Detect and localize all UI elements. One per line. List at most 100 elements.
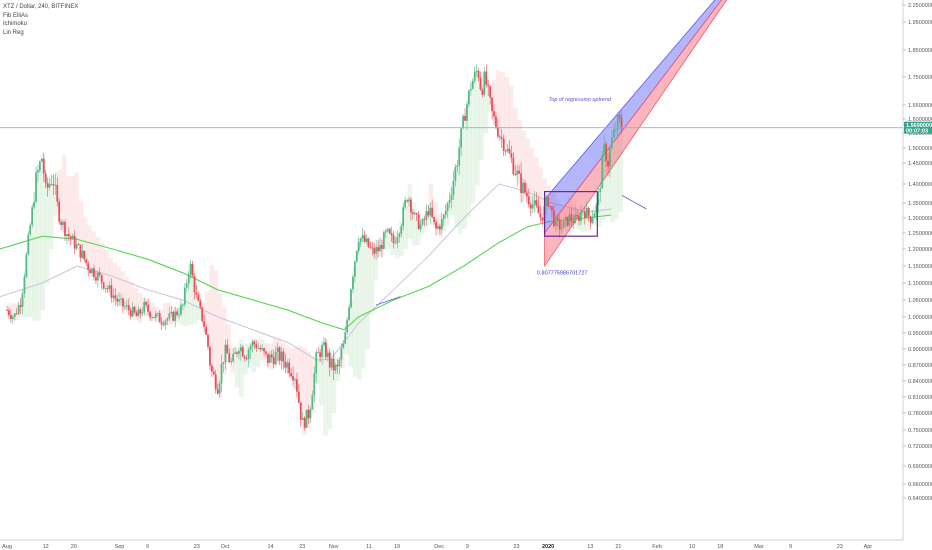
candle-body xyxy=(172,311,175,321)
cloud-segment xyxy=(597,199,602,227)
indicator-fib[interactable]: Fib ElliAs xyxy=(3,12,29,19)
candle-body xyxy=(524,182,526,193)
price-tick-label: 1.10000000 xyxy=(908,281,932,287)
candle-body xyxy=(139,309,142,314)
candle-body xyxy=(183,287,186,305)
candle-body xyxy=(95,277,97,281)
candle-body xyxy=(263,348,265,352)
candle-body xyxy=(311,395,314,410)
cloud-segment xyxy=(428,184,434,215)
candle-body xyxy=(508,148,511,154)
cloud-segment xyxy=(213,270,219,388)
candle-body xyxy=(296,379,298,392)
cloud-segment xyxy=(399,221,404,257)
cloud-segment xyxy=(437,213,442,235)
candle-body xyxy=(195,292,198,295)
candle-body xyxy=(199,300,202,308)
price-axis: 2.25000000 1.95000000 1.85000000 1.75000000… xyxy=(903,3,932,502)
candle-body xyxy=(197,294,200,301)
price-tick-label: 1.05000000 xyxy=(908,298,932,304)
candle-body xyxy=(201,307,204,322)
candle-body xyxy=(394,242,397,244)
candle-body xyxy=(149,311,151,318)
cloud-segment xyxy=(618,113,623,212)
cloud-segment xyxy=(91,231,96,277)
candle-body xyxy=(375,247,378,254)
candle-body xyxy=(218,383,221,394)
indicator-ichimoku[interactable]: Ichimoku xyxy=(3,21,28,27)
cloud-segment xyxy=(331,355,337,413)
candle-body xyxy=(458,147,461,166)
price-tick-label: 1.95000000 xyxy=(908,20,932,26)
candle-body xyxy=(437,226,439,229)
candle-body xyxy=(504,150,507,152)
candle-body xyxy=(301,417,304,420)
cloud-segment xyxy=(580,207,585,232)
candle-body xyxy=(193,276,196,293)
candle-body xyxy=(205,326,207,335)
candle-body xyxy=(125,305,128,307)
candle-body xyxy=(9,315,12,319)
candle-body xyxy=(433,217,436,222)
candle-body xyxy=(38,161,41,171)
candle-body xyxy=(305,409,308,428)
cloud-segment xyxy=(116,266,122,307)
indicator-linreg[interactable]: Lin Reg xyxy=(3,29,24,36)
candle-body xyxy=(321,344,323,358)
candle-body xyxy=(498,136,501,138)
candle-body xyxy=(450,195,453,200)
candle-body xyxy=(379,245,381,252)
candle-body xyxy=(145,301,148,305)
cloud-segment xyxy=(66,176,71,238)
candle-body xyxy=(593,213,596,218)
cloud-segment xyxy=(605,148,611,217)
cloud-segment xyxy=(491,79,497,119)
candle-body xyxy=(216,389,219,394)
cloud-segment xyxy=(567,196,573,226)
candle-body xyxy=(574,214,577,223)
candle-body xyxy=(553,210,555,226)
price-tick-label: 0.95000000 xyxy=(908,331,932,337)
candle-body xyxy=(545,197,548,207)
price-tick-label: 1.00000000 xyxy=(908,315,932,321)
candle-body xyxy=(330,358,333,368)
regression-coefficient-label: 0.807775986701727 xyxy=(537,271,587,277)
cloud-segment xyxy=(365,236,370,349)
candle-body xyxy=(614,129,617,130)
candle-body xyxy=(11,316,14,319)
cloud-segment xyxy=(217,293,223,397)
candle-body xyxy=(510,153,513,158)
time-tick-label: 14 xyxy=(267,544,273,550)
candle-body xyxy=(176,311,178,315)
candle-body xyxy=(413,213,416,214)
candle-body xyxy=(124,306,126,308)
candle-body xyxy=(185,283,188,288)
cloud-segment xyxy=(78,200,84,257)
candle-body xyxy=(612,129,615,138)
candle-body xyxy=(384,230,387,233)
cloud-segment xyxy=(335,358,341,381)
candle-body xyxy=(112,295,115,298)
candle-body xyxy=(496,126,499,137)
candle-body xyxy=(609,148,611,167)
time-tick-label: Aug xyxy=(2,544,12,550)
candle-body xyxy=(388,229,391,234)
symbol-title: XTZ / Dollar, 240, BITFINEX xyxy=(3,4,79,10)
cloud-segment xyxy=(247,343,252,363)
candle-body xyxy=(539,213,542,218)
candle-body xyxy=(589,216,592,223)
candle-body xyxy=(404,200,407,208)
candle-body xyxy=(357,242,360,251)
candle-body xyxy=(607,161,609,167)
candle-body xyxy=(67,234,70,237)
cloud-segment xyxy=(49,175,54,249)
candle-body xyxy=(556,217,559,220)
candle-body xyxy=(265,351,267,354)
candle-body xyxy=(462,115,464,129)
candle-body xyxy=(122,298,124,307)
cloud-segment xyxy=(133,287,139,321)
cloud-segment xyxy=(36,169,42,321)
candle-body xyxy=(209,346,211,366)
